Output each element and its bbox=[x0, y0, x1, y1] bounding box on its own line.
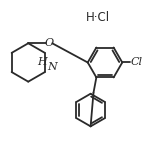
Text: Cl: Cl bbox=[131, 57, 143, 67]
Text: N: N bbox=[47, 62, 57, 72]
Text: H: H bbox=[37, 57, 47, 67]
Text: H·Cl: H·Cl bbox=[86, 11, 110, 24]
Text: O: O bbox=[45, 38, 54, 48]
